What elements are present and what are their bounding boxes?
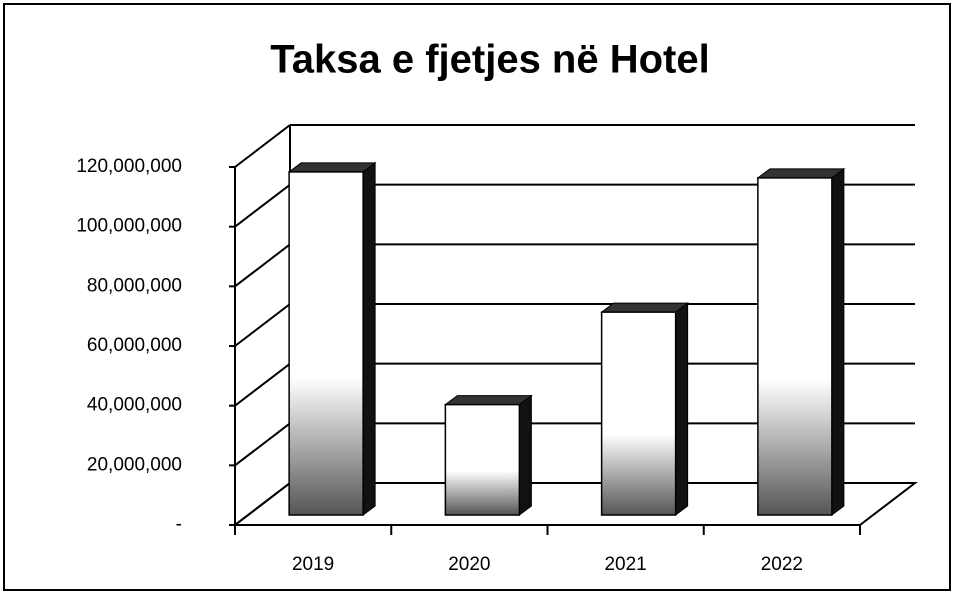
bar-top (756, 168, 846, 179)
grid-line (234, 183, 291, 228)
bar-side (831, 167, 845, 516)
y-tick-label: 100,000,000 (76, 216, 182, 237)
grid-line (234, 422, 291, 467)
chart-title: Taksa e fjetjes në Hotel (270, 38, 709, 82)
grid-line (234, 303, 291, 347)
bar (600, 311, 677, 516)
grid-line (234, 243, 291, 288)
y-tick-label: 20,000,000 (87, 454, 182, 475)
x-tick-label: 2019 (292, 554, 334, 575)
x-tick-label: 2021 (604, 554, 646, 575)
y-tick-label: 40,000,000 (87, 395, 182, 416)
x-tick-label: 2020 (448, 554, 490, 575)
bar (288, 171, 364, 516)
bar (757, 177, 833, 516)
bar (444, 403, 521, 516)
chart-border (3, 3, 951, 591)
bar-side (675, 302, 689, 516)
y-tick-label: 120,000,000 (76, 156, 182, 177)
bar-top (443, 395, 533, 406)
y-tick-label: 80,000,000 (87, 275, 182, 296)
y-tick-label: 60,000,000 (87, 335, 182, 356)
y-tick-label: - (176, 514, 182, 535)
grid-line (234, 362, 291, 407)
bar-top (600, 302, 690, 313)
x-tick-label: 2022 (761, 554, 803, 575)
grid-line (234, 482, 291, 526)
bar-top (287, 162, 377, 173)
bar-side (362, 161, 376, 516)
bar-side (518, 394, 532, 516)
grid-line (234, 124, 291, 168)
